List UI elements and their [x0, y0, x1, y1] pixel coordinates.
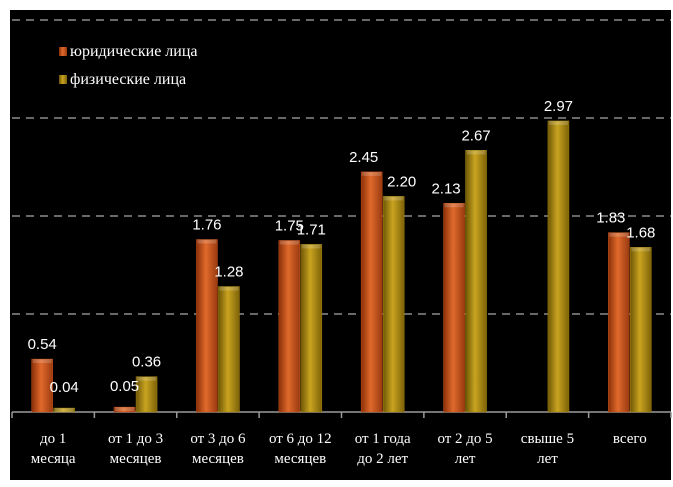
- bars: [31, 120, 652, 413]
- data-label: 0.54: [28, 336, 57, 353]
- legend-marker: [59, 75, 67, 84]
- bar-highlight: [279, 240, 299, 245]
- bar-highlight: [115, 407, 135, 412]
- data-label: 0.36: [132, 354, 161, 371]
- data-label: 1.75: [275, 218, 304, 235]
- category-label: до 1 месяца: [31, 431, 76, 467]
- data-label: 1.71: [297, 221, 326, 238]
- bar-legal: [31, 358, 53, 413]
- data-labels: 0.54 0.05 1.76 1.75 2.45 2.13 1.83 0.04 0.36 1.28…: [28, 98, 656, 396]
- category-label: от 6 до 12 месяцев: [269, 431, 332, 467]
- bar-highlight: [466, 150, 486, 155]
- bar-highlight: [362, 171, 382, 176]
- legend: юридические лица физические лица: [59, 43, 198, 88]
- data-label: 0.05: [110, 378, 139, 395]
- bar-legal: [443, 203, 465, 413]
- data-label: 1.83: [596, 210, 625, 227]
- data-label: 1.68: [626, 224, 655, 241]
- bar-highlight: [631, 247, 651, 252]
- bar-individual: [547, 120, 570, 413]
- data-label: 2.13: [431, 180, 460, 197]
- bar-individual: [630, 247, 652, 413]
- bar-individual: [300, 244, 323, 413]
- bar-individual: [382, 196, 405, 413]
- category-label: свыше 5 лет: [521, 431, 574, 467]
- bar-highlight: [219, 286, 239, 291]
- bar-legal: [278, 240, 301, 413]
- legend-label: юридические лица: [70, 43, 198, 60]
- category-label: от 1 до 3 месяцев: [108, 431, 163, 467]
- data-label: 0.04: [50, 379, 79, 396]
- legend-marker: [59, 47, 67, 56]
- data-label: 2.20: [387, 173, 416, 190]
- bar-highlight: [137, 376, 157, 381]
- bar-legal: [608, 232, 630, 413]
- bar-highlight: [54, 408, 74, 412]
- legend-label: физические лица: [70, 71, 186, 88]
- data-label: 1.76: [192, 217, 221, 234]
- bar-legal: [360, 171, 383, 413]
- bar-highlight: [32, 359, 52, 364]
- data-label: 2.97: [544, 98, 573, 115]
- data-label: 2.67: [461, 127, 490, 144]
- bar-highlight: [384, 196, 404, 201]
- category-label: от 1 года до 2 лет: [355, 431, 411, 467]
- bar-individual: [465, 150, 487, 413]
- bar-highlight: [444, 203, 464, 208]
- category-labels: до 1 месяца от 1 до 3 месяцев от 3 до 6 месяц…: [31, 431, 647, 467]
- bar-legal: [196, 239, 218, 413]
- data-label: 1.28: [214, 264, 243, 281]
- category-label: от 2 до 5 лет: [437, 431, 492, 467]
- bar-highlight: [197, 239, 217, 244]
- bar-highlight: [548, 120, 568, 125]
- bar-individual: [135, 376, 158, 413]
- category-label: от 3 до 6 месяцев: [190, 431, 246, 467]
- bar-highlight: [609, 232, 629, 237]
- category-label: всего: [613, 431, 647, 447]
- bar-individual: [218, 286, 240, 413]
- bar-highlight: [301, 244, 321, 249]
- bar-legal: [113, 406, 136, 413]
- bar-individual: [53, 407, 75, 413]
- data-label: 2.45: [349, 149, 378, 166]
